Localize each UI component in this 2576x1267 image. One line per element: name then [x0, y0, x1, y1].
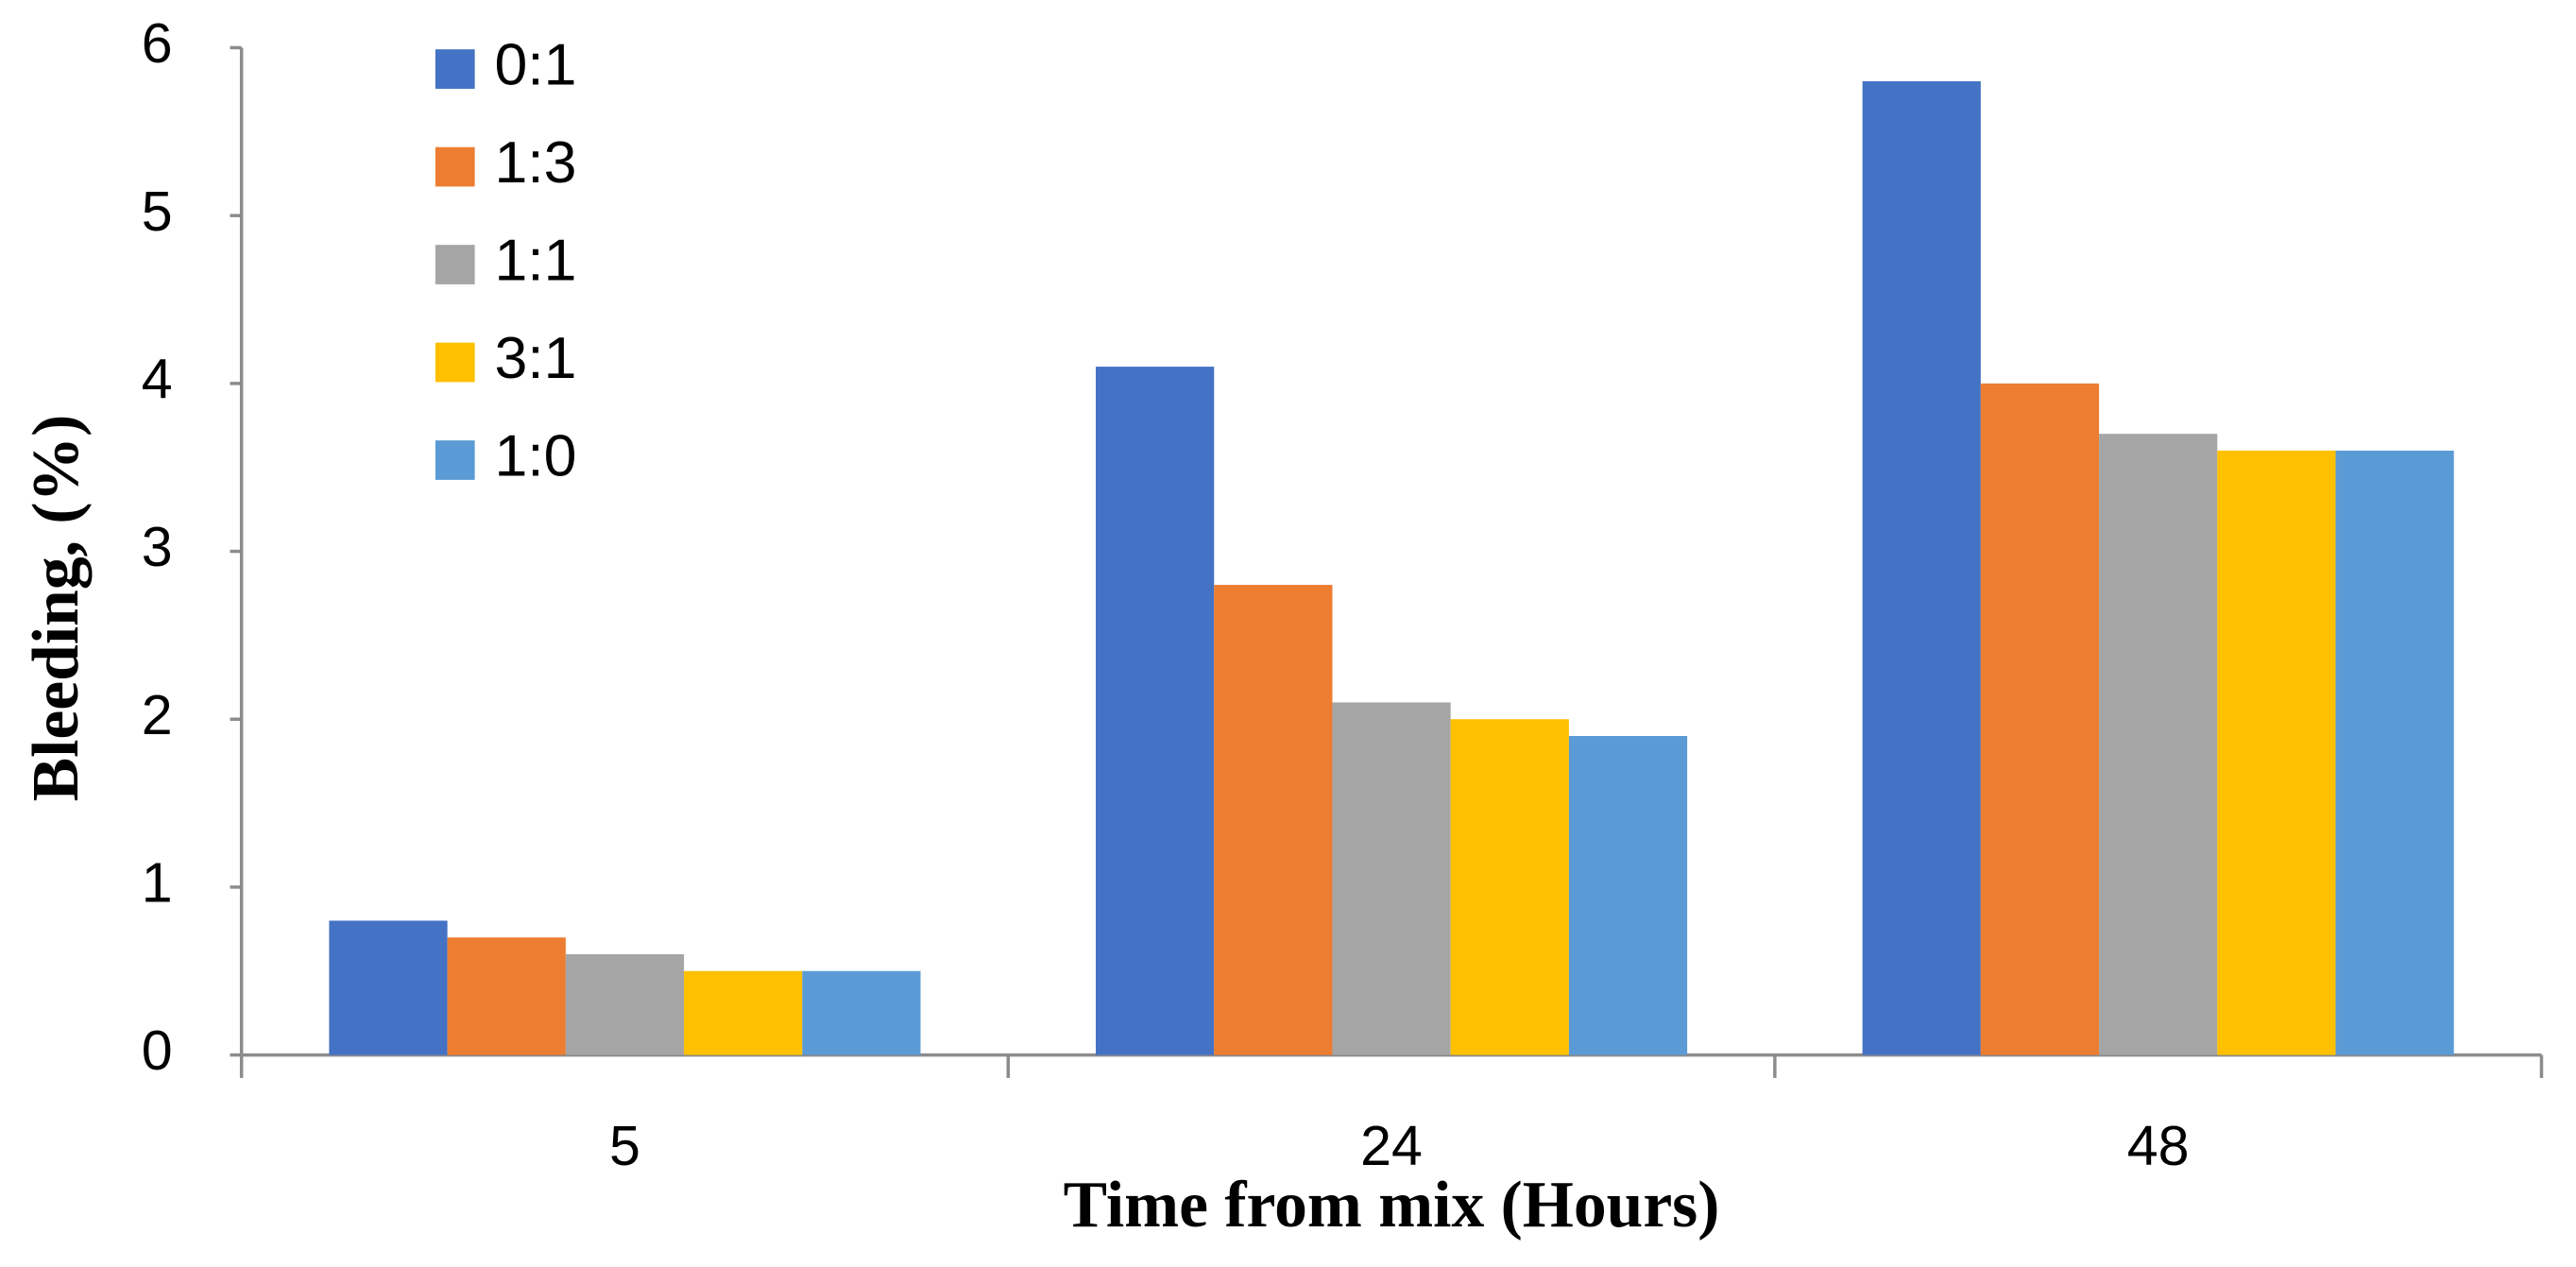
x-tick-label: 24 — [1360, 1114, 1423, 1177]
bar — [1332, 702, 1451, 1055]
y-tick-label: 2 — [142, 683, 173, 746]
bar — [802, 970, 921, 1055]
y-tick-label: 6 — [142, 11, 173, 75]
x-axis-title: Time from mix (Hours) — [1064, 1169, 1720, 1241]
legend-swatch — [435, 342, 475, 383]
legend-label: 0:1 — [494, 32, 576, 98]
bar — [329, 920, 448, 1055]
bar — [684, 970, 803, 1055]
legend-swatch — [435, 146, 475, 187]
bar — [1568, 735, 1688, 1055]
y-tick-label: 1 — [142, 851, 173, 915]
legend-label: 3:1 — [494, 325, 576, 391]
legend-label: 1:3 — [494, 129, 576, 196]
y-tick-label: 3 — [142, 515, 173, 578]
bar — [2335, 450, 2454, 1055]
y-axis-title: Bleeding, (%) — [20, 415, 93, 802]
x-tick-label: 48 — [2127, 1114, 2190, 1177]
bar — [447, 937, 566, 1055]
bar — [2217, 450, 2336, 1055]
bar — [565, 953, 685, 1055]
y-tick-label: 0 — [142, 1019, 173, 1082]
legend-swatch — [435, 440, 475, 480]
bar — [1450, 719, 1569, 1055]
legend-label: 1:1 — [494, 228, 576, 294]
bar — [1214, 585, 1333, 1055]
legend-swatch — [435, 245, 475, 284]
bar — [1862, 81, 1981, 1055]
bar — [2099, 434, 2218, 1055]
y-tick-label: 4 — [142, 347, 173, 410]
x-tick-label: 5 — [609, 1114, 640, 1177]
y-tick-label: 5 — [142, 180, 173, 243]
legend-label: 1:0 — [494, 423, 576, 489]
legend-swatch — [435, 49, 475, 89]
bar — [1980, 383, 2100, 1055]
bar — [1096, 367, 1215, 1055]
